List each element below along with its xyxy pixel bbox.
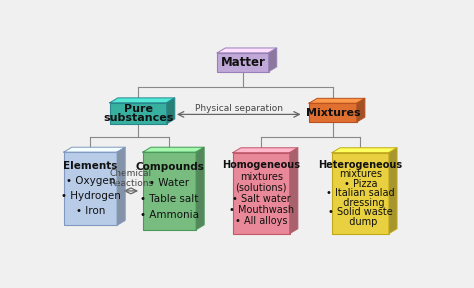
Polygon shape (196, 147, 204, 230)
Text: substances: substances (103, 113, 173, 123)
Text: • Solid waste: • Solid waste (328, 207, 393, 217)
Polygon shape (357, 98, 365, 122)
Text: • Italian salad: • Italian salad (326, 188, 395, 198)
Polygon shape (117, 147, 125, 225)
Polygon shape (389, 148, 397, 234)
Polygon shape (332, 148, 397, 153)
Polygon shape (110, 98, 175, 103)
Polygon shape (269, 48, 277, 72)
Polygon shape (167, 98, 175, 124)
Text: • Ammonia: • Ammonia (140, 210, 199, 220)
Text: (solutions): (solutions) (236, 183, 287, 193)
Polygon shape (290, 148, 298, 234)
FancyBboxPatch shape (309, 103, 357, 122)
Polygon shape (64, 147, 125, 152)
Text: Matter: Matter (220, 56, 265, 69)
Text: • All alloys: • All alloys (235, 216, 288, 226)
Polygon shape (233, 148, 298, 153)
Text: mixtures: mixtures (339, 169, 382, 179)
Polygon shape (217, 48, 277, 53)
FancyBboxPatch shape (217, 53, 269, 72)
Text: • Table salt: • Table salt (140, 194, 199, 204)
FancyBboxPatch shape (110, 103, 167, 124)
Polygon shape (143, 147, 204, 152)
Text: dressing: dressing (337, 198, 384, 208)
Polygon shape (309, 98, 365, 103)
Text: Mixtures: Mixtures (306, 108, 360, 118)
Text: Elements: Elements (64, 161, 118, 171)
Text: Chemical
Reactions: Chemical Reactions (109, 169, 153, 188)
FancyBboxPatch shape (64, 152, 117, 225)
Text: mixtures: mixtures (240, 172, 283, 181)
FancyBboxPatch shape (143, 152, 196, 230)
Text: dump: dump (343, 217, 378, 227)
Text: • Iron: • Iron (76, 206, 105, 216)
Text: • Mouthwash: • Mouthwash (229, 205, 294, 215)
Text: • Salt water: • Salt water (232, 194, 291, 204)
Text: Heterogeneous: Heterogeneous (319, 160, 402, 170)
Text: Compounds: Compounds (135, 162, 204, 172)
Text: Physical separation: Physical separation (195, 104, 283, 113)
Text: • Water: • Water (149, 178, 190, 188)
Text: • Oxygen: • Oxygen (66, 176, 115, 186)
Text: Homogeneous: Homogeneous (222, 160, 301, 170)
FancyBboxPatch shape (233, 153, 290, 234)
Text: • Pizza: • Pizza (344, 179, 377, 189)
FancyBboxPatch shape (332, 153, 389, 234)
Text: Pure: Pure (124, 104, 153, 114)
Text: • Hydrogen: • Hydrogen (61, 191, 120, 201)
